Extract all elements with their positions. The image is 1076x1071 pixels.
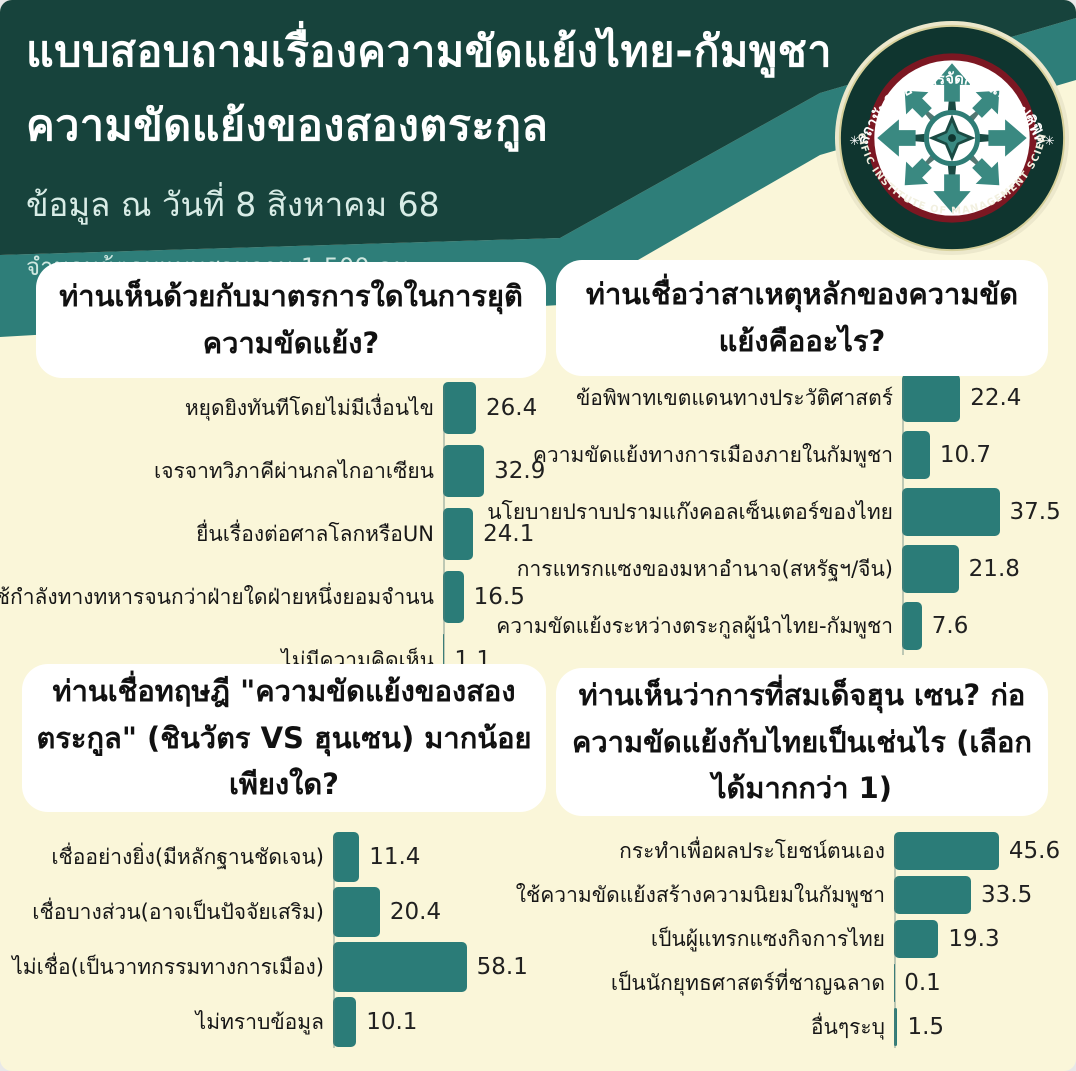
category-label: เชื่ออย่างยิ่ง(มีหลักฐานชัดเจน) [51, 844, 324, 869]
value-label: 21.8 [968, 556, 1020, 582]
compass-arrows-icon [877, 63, 1027, 213]
bar [443, 634, 445, 686]
value-label: 58.1 [476, 954, 528, 980]
logo-right-mark: ✳ [1044, 134, 1055, 149]
bar [333, 997, 357, 1047]
chart-row: นโยบายปราบปรามแก๊งคอลเซ็นเตอร์ของไทย 37.5 [487, 488, 1076, 536]
bar [902, 488, 1000, 536]
value-label: 11.4 [369, 844, 421, 870]
logo-left-mark: ✳ [849, 134, 860, 149]
chart-row: ใช้กำลังทางทหารจนกว่าฝ่ายใดฝ่ายหนึ่งยอมจ… [0, 571, 538, 623]
axis-line [333, 836, 335, 1048]
category-label: หยุดยิงทันทีโดยไม่มีเงื่อนไข [184, 395, 434, 420]
chart-row: อื่นๆระบุ 1.5 [545, 1008, 1076, 1046]
value-label: 45.6 [1008, 838, 1061, 864]
bar [902, 431, 930, 479]
value-label: 10.7 [939, 442, 992, 468]
question-box-2: ท่านเชื่อว่าสาเหตุหลักของความขัดแย้งคืออ… [556, 260, 1048, 376]
institute-logo: สถาบันวิทยาการจัดการแห่งแปซิฟิค PACIFIC … [834, 20, 1070, 256]
bar [333, 942, 467, 992]
value-label: 20.4 [389, 899, 442, 925]
value-label: 1.5 [907, 1014, 945, 1040]
bar [902, 545, 959, 593]
category-label: การแทรกแซงของมหาอำนาจ(สหรัฐฯ/จีน) [516, 556, 893, 581]
bar [443, 571, 464, 623]
category-label: เป็นนักยุทธศาสตร์ที่ชาญฉลาด [610, 970, 885, 995]
bar [443, 445, 485, 497]
category-label: ข้อพิพาทเขตแดนทางประวัติศาสตร์ [575, 385, 893, 410]
category-label: นโยบายปราบปรามแก๊งคอลเซ็นเตอร์ของไทย [487, 499, 893, 524]
value-label: 24.1 [483, 521, 535, 547]
bar [902, 374, 961, 422]
axis-line [894, 836, 896, 1048]
bar [333, 887, 380, 937]
category-label: อื่นๆระบุ [810, 1014, 885, 1039]
question-box-4: ท่านเห็นว่าการที่สมเด็จฮุน เซน? ก่อความข… [556, 668, 1048, 816]
bar-chart-1: หยุดยิงทันทีโดยไม่มีเงื่อนไข 26.4 เจรจาทวิ… [0, 382, 545, 697]
chart-row: เป็นผู้แทรกแซงกิจการไทย 19.3 [545, 920, 1076, 958]
category-label: ไม่ทราบข้อมูล [195, 1009, 324, 1034]
chart-row: กระทำเพื่อผลประโยชน์ตนเอง 45.6 [545, 832, 1076, 870]
category-label: ความขัดแย้งระหว่างตระกูลผู้นำไทย-กัมพูชา [496, 613, 893, 638]
question-box-3: ท่านเชื่อทฤษฎี "ความขัดแย้งของสองตระกูล"… [22, 664, 546, 812]
category-label: เป็นผู้แทรกแซงกิจการไทย [650, 926, 885, 951]
date-line: ข้อมูล ณ วันที่ 8 สิงหาคม 68 [26, 184, 440, 224]
chart-row: ไม่เชื่อ(เป็นวาทกรรมทางการเมือง) 58.1 [0, 942, 545, 992]
axis-line [902, 378, 904, 655]
chart-row: การแทรกแซงของมหาอำนาจ(สหรัฐฯ/จีน) 21.8 [516, 545, 1076, 593]
chart-row: เชื่ออย่างยิ่ง(มีหลักฐานชัดเจน) 11.4 [0, 832, 545, 882]
bar [894, 876, 972, 914]
category-label: ไม่เชื่อ(เป็นวาทกรรมทางการเมือง) [12, 954, 324, 979]
category-label: ยื่นเรื่องต่อศาลโลกหรือUN [196, 521, 434, 546]
category-label: ใช้ความขัดแย้งสร้างความนิยมในกัมพูชา [515, 882, 885, 907]
value-label: 37.5 [1009, 499, 1061, 525]
bar-chart-3: เชื่ออย่างยิ่ง(มีหลักฐานชัดเจน) 11.4 เชื่อ… [0, 832, 545, 1052]
chart-row: ความขัดแย้งระหว่างตระกูลผู้นำไทย-กัมพูชา… [496, 602, 1076, 650]
chart-row: ยื่นเรื่องต่อศาลโลกหรือUN 24.1 [0, 508, 538, 560]
bar-chart-4: กระทำเพื่อผลประโยชน์ตนเอง 45.6 ใช้ความขัดแ… [515, 832, 1076, 1052]
category-label: เจรจาทวิภาคีผ่านกลไกอาเซียน [154, 458, 434, 483]
chart-row: ข้อพิพาทเขตแดนทางประวัติศาสตร์ 22.4 [540, 374, 1076, 422]
bar [443, 382, 476, 434]
category-label: เชื่อบางส่วน(อาจเป็นปัจจัยเสริม) [32, 899, 324, 924]
chart-row: ความขัดแย้งทางการเมืองภายในกัมพูชา 10.7 [532, 431, 1076, 479]
question-box-1: ท่านเห็นด้วยกับมาตรการใดในการยุติความขัด… [36, 262, 546, 378]
value-label: 22.4 [970, 385, 1022, 411]
chart-row: เชื่อบางส่วน(อาจเป็นปัจจัยเสริม) 20.4 [0, 887, 545, 937]
bar [894, 832, 999, 870]
main-title-line2: ความขัดแย้งของสองตระกูล [26, 100, 549, 151]
compass-star-icon [923, 109, 981, 167]
chart-row: หยุดยิงทันทีโดยไม่มีเงื่อนไข 26.4 [0, 382, 538, 434]
value-label: 7.6 [931, 613, 969, 639]
bar [894, 920, 939, 958]
header: แบบสอบถามเรื่องความขัดแย้งไทย-กัมพูชา คว… [26, 16, 832, 286]
bar [333, 832, 360, 882]
category-label: กระทำเพื่อผลประโยชน์ตนเอง [619, 838, 885, 863]
value-label: 0.1 [904, 970, 941, 996]
bar-chart-2: ข้อพิพาทเขตแดนทางประวัติศาสตร์ 22.4 ความขั… [487, 374, 1076, 659]
value-label: 19.3 [948, 926, 1000, 952]
bar [894, 1008, 898, 1046]
value-label: 26.4 [486, 395, 538, 421]
category-label: ใช้กำลังทางทหารจนกว่าฝ่ายใดฝ่ายหนึ่งยอมจ… [0, 584, 434, 609]
value-label: 10.1 [366, 1009, 418, 1035]
category-label: ความขัดแย้งทางการเมืองภายในกัมพูชา [532, 442, 893, 467]
main-title-line1: แบบสอบถามเรื่องความขัดแย้งไทย-กัมพูชา [26, 27, 833, 77]
chart-row: ใช้ความขัดแย้งสร้างความนิยมในกัมพูชา 33.5 [515, 876, 1076, 914]
value-label: 32.9 [494, 458, 546, 484]
chart-row: เป็นนักยุทธศาสตร์ที่ชาญฉลาด 0.1 [545, 964, 1076, 1002]
value-label: 16.5 [473, 584, 525, 610]
axis-line [443, 386, 445, 693]
chart-row: เจรจาทวิภาคีผ่านกลไกอาเซียน 32.9 [0, 445, 545, 497]
bar [443, 508, 474, 560]
value-label: 33.5 [981, 882, 1033, 908]
bar [902, 602, 922, 650]
chart-row: ไม่ทราบข้อมูล 10.1 [0, 997, 545, 1047]
